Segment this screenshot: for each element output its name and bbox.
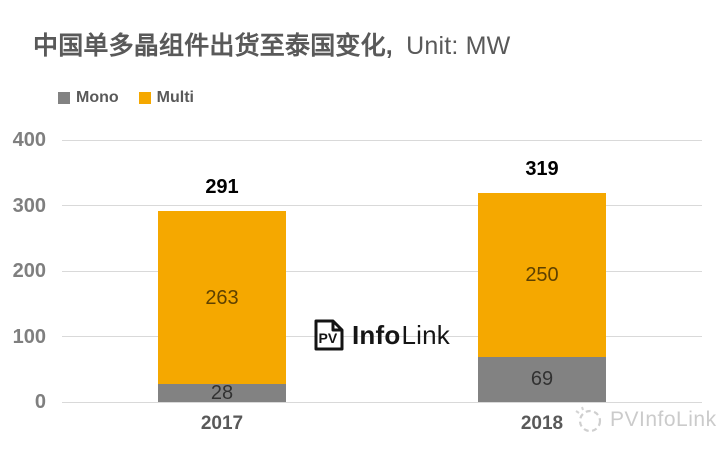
legend-label-multi: Multi	[156, 89, 194, 106]
legend-swatch-multi	[138, 92, 151, 104]
logo-text-info: Info	[352, 319, 401, 350]
legend-item-mono: Mono	[58, 89, 119, 107]
legend-label-mono: Mono	[76, 89, 119, 106]
logo-pv-text: PV	[319, 330, 338, 346]
gridline	[62, 139, 702, 141]
bar-2017: 28 263 291	[158, 140, 286, 404]
y-tick-label: 100	[12, 325, 46, 348]
gridline	[62, 401, 702, 403]
legend-item-multi: Multi	[138, 89, 194, 107]
bar-segment-mono-2017	[158, 383, 286, 402]
x-tick-label: 2017	[200, 413, 244, 434]
bar-segment-mono-2018	[478, 356, 606, 402]
legend: Mono Multi	[58, 89, 194, 107]
bar-2018: 69 250 319	[478, 140, 606, 402]
bar-segment-multi-2018	[478, 193, 606, 357]
y-tick-label: 400	[12, 129, 46, 151]
gridline	[62, 270, 702, 272]
corner-watermark: PVInfoLink	[574, 405, 717, 435]
value-label: 69	[530, 368, 554, 391]
pv-document-icon: PV	[314, 319, 344, 351]
bar-segment-multi-2017	[158, 211, 286, 384]
total-label: 291	[205, 176, 239, 199]
chart-title-main: 中国单多晶组件出货至泰国变化,	[33, 32, 393, 60]
gridline	[62, 205, 702, 206]
value-label: 250	[525, 263, 559, 286]
corner-watermark-text: PVInfoLink	[610, 408, 717, 431]
gridline	[62, 336, 702, 337]
pv-infolink-logo: PV Info Link	[311, 318, 450, 352]
y-tick-label: 300	[12, 194, 46, 217]
value-label: 263	[205, 286, 239, 309]
y-tick-label: 0	[34, 391, 46, 413]
plot-area: 28 263 291 69 250 319	[62, 139, 702, 404]
chart-title-unit: Unit: MW	[406, 32, 511, 60]
x-tick-label: 2018	[520, 413, 564, 434]
logo-text-link: Link	[401, 319, 450, 350]
compass-sun-icon	[575, 406, 602, 433]
total-label: 319	[525, 158, 559, 181]
chart-title: 中国单多晶组件出货至泰国变化, Unit: MW	[33, 26, 510, 62]
legend-swatch-mono	[58, 92, 70, 104]
y-tick-label: 200	[12, 260, 46, 282]
value-label: 28	[210, 381, 234, 404]
